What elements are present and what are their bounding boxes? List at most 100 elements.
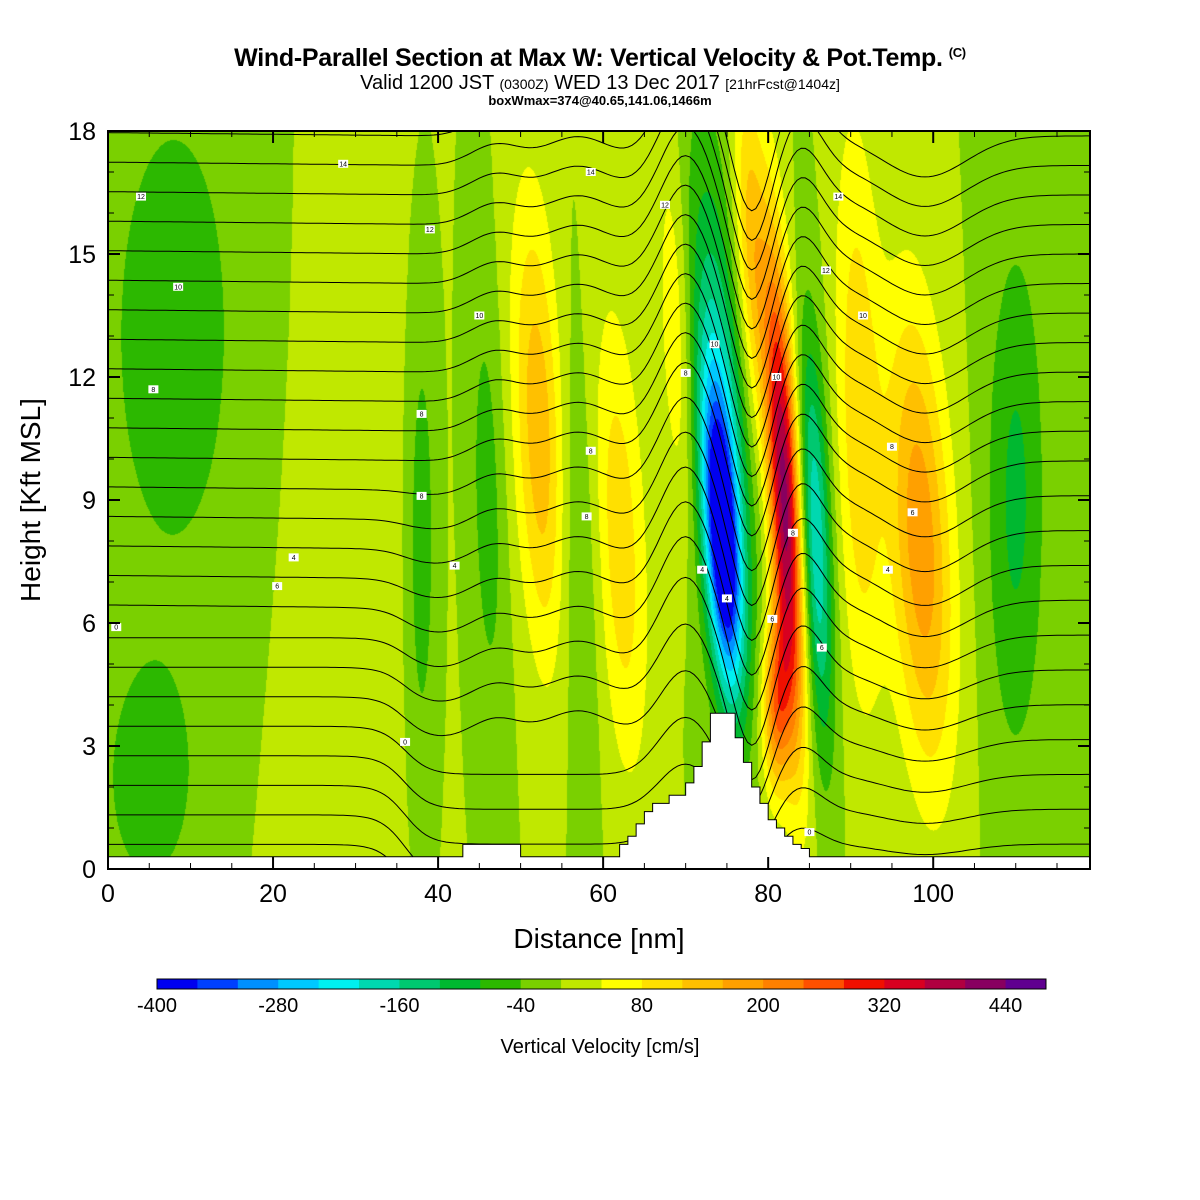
- valid-utc: (0300Z): [499, 76, 549, 92]
- contour-label-background: [697, 565, 708, 574]
- contour-label-background: [820, 266, 831, 275]
- contour-label-text: 6: [275, 584, 279, 591]
- contour-label-background: [721, 594, 732, 603]
- contour-label-background: [771, 373, 782, 381]
- theta-contour-label: 12: [136, 192, 147, 201]
- contour-label-text: 4: [700, 567, 704, 574]
- colorbar-tick-label: 80: [631, 995, 653, 1017]
- colorbar-swatch: [884, 979, 926, 989]
- x-tick-label: 60: [589, 880, 617, 908]
- theta-contour-line: [108, 155, 1090, 330]
- theta-contour-label: 14: [338, 159, 349, 168]
- colorbar-swatch: [601, 979, 643, 989]
- colorbar-swatch: [803, 979, 845, 989]
- contour-label-background: [148, 385, 159, 394]
- theta-contour-line: [108, 623, 1090, 781]
- theta-contour-label: 6: [816, 643, 827, 652]
- theta-contour-label: 4: [697, 565, 708, 574]
- contour-label-text: 4: [725, 596, 729, 603]
- y-axis: 0 3 6 9 12 15 18: [68, 118, 1090, 884]
- contour-label-background: [767, 614, 778, 623]
- contour-label-text: 8: [420, 411, 424, 418]
- contour-label-text: 8: [420, 493, 424, 500]
- theta-contour-label: 12: [820, 266, 831, 275]
- theta-contour-label: 8: [680, 368, 691, 377]
- theta-contour-label: 8: [581, 512, 592, 521]
- colorbar-swatch: [722, 979, 764, 989]
- theta-contour-line: [108, 431, 1090, 607]
- colorbar: -400 -280 -160 -40 80 200 320 440: [137, 978, 1047, 1017]
- colorbar-swatch: [237, 979, 279, 989]
- theta-contour-label: 0: [111, 623, 122, 632]
- theta-contour-label: 8: [585, 446, 596, 455]
- contour-label-text: 10: [475, 313, 483, 320]
- contour-label-background: [882, 565, 893, 574]
- theta-contour-line: [108, 784, 1090, 869]
- x-tick-label: 0: [101, 880, 115, 908]
- x-tick-label: 40: [424, 880, 452, 908]
- theta-contour-line: [108, 332, 1090, 507]
- theta-contour-line: [108, 755, 1090, 852]
- colorbar-swatch: [439, 979, 481, 989]
- contour-label-background: [585, 168, 596, 176]
- theta-contour-line: [108, 716, 1090, 828]
- colorbar-swatch: [197, 979, 239, 989]
- contour-label-background: [581, 512, 592, 521]
- theta-contour-label: 4: [449, 561, 460, 570]
- y-tick-label: 3: [82, 733, 96, 761]
- theta-contour-label: 8: [886, 442, 897, 451]
- contour-label-text: 6: [911, 510, 915, 517]
- theta-contour-line: [108, 466, 1090, 641]
- theta-contour-label: 10: [173, 282, 184, 291]
- terrain: [107, 712, 1091, 870]
- contour-label-text: 12: [661, 202, 669, 209]
- theta-contour-label: 14: [833, 192, 844, 201]
- contour-label-text: 8: [890, 444, 894, 451]
- colorbar-swatch: [480, 979, 522, 989]
- colorbar-swatch: [278, 979, 320, 989]
- theta-contour-line: [108, 576, 1090, 746]
- y-tick-label: 6: [82, 610, 96, 638]
- contour-label-background: [680, 368, 691, 377]
- contour-label-background: [449, 561, 460, 570]
- theta-contour-label: 10: [858, 311, 869, 320]
- colorbar-label: Vertical Velocity [cm/s]: [500, 1036, 700, 1058]
- contour-label-text: 4: [453, 563, 457, 570]
- x-tick-label: 20: [259, 880, 287, 908]
- x-axis-label: Distance [nm]: [513, 923, 684, 954]
- colorbar-swatch: [399, 979, 441, 989]
- contour-label-text: 4: [886, 567, 890, 574]
- forecast-info: [21hrFcst@1404z]: [725, 76, 840, 92]
- contour-label-text: 8: [151, 387, 155, 394]
- contour-label-background: [272, 582, 283, 591]
- contour-label-background: [173, 282, 184, 291]
- theta-contour-line: [108, 843, 399, 869]
- contour-label-background: [660, 200, 671, 209]
- colorbar-swatch: [157, 979, 198, 989]
- theta-contour-label: 4: [721, 594, 732, 603]
- valid-prefix: Valid 1200 JST: [360, 72, 494, 94]
- contour-label-background: [288, 553, 299, 562]
- theta-contour-line: [108, 131, 1090, 212]
- colorbar-frame: [156, 978, 1047, 990]
- contour-label-text: 14: [339, 161, 347, 168]
- theta-contour-line: [108, 131, 1090, 241]
- y-tick-label: 12: [68, 364, 96, 392]
- theta-contour-label: 12: [424, 225, 435, 234]
- colorbar-swatch: [1005, 979, 1047, 989]
- theta-contour-label: 0: [804, 828, 815, 837]
- theta-contour-line: [108, 670, 1090, 805]
- contour-label-background: [816, 643, 827, 652]
- colorbar-tick-label: -40: [506, 995, 535, 1017]
- box-wmax-note: boxWmax=374@40.65,141.06,1466m: [488, 93, 712, 108]
- theta-contour-line: [108, 184, 1090, 359]
- theta-contour-label: 6: [767, 614, 778, 623]
- colorbar-swatch: [359, 979, 400, 989]
- vertical-velocity-field: [108, 131, 1090, 869]
- x-axis: 0 20 40 60 80 100: [101, 131, 1058, 908]
- theta-contour-label: 12: [660, 200, 671, 209]
- contour-label-background: [474, 311, 485, 320]
- contour-labels: 14 14 14 12 12 12 12 10 10 10 10 10 8 8 8 8 8 8 8 6 4 4 4 4 6 4 6 8…: [111, 159, 918, 837]
- contour-label-text: 0: [114, 625, 118, 632]
- contour-label-text: 12: [137, 194, 145, 201]
